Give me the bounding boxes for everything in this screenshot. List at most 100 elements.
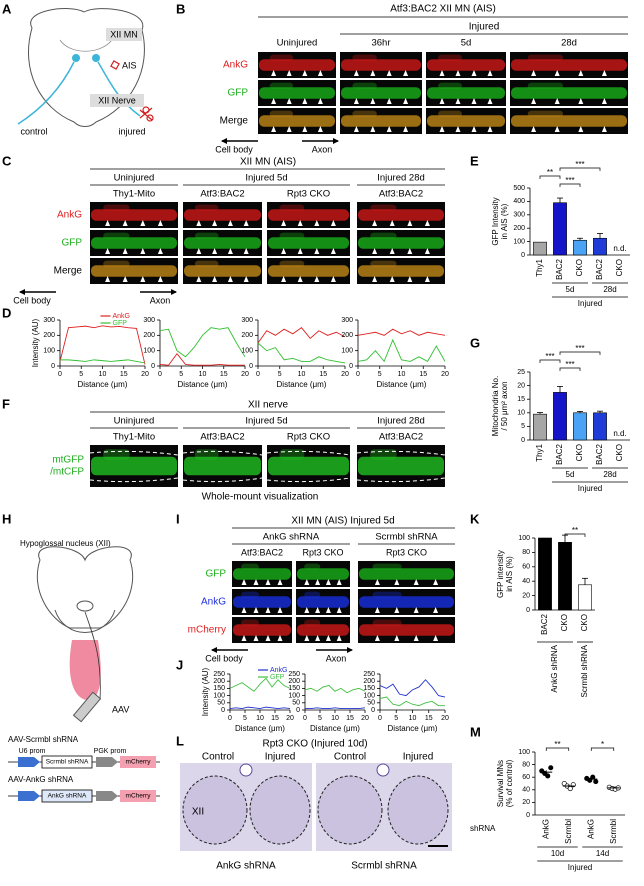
panel-letter: K	[470, 511, 480, 526]
nerve-outline	[356, 450, 446, 483]
legend-label: GFP	[270, 674, 285, 681]
arrowhead	[370, 98, 376, 104]
arrowhead	[297, 220, 303, 226]
arrowhead	[578, 126, 584, 132]
significance-bracket	[559, 183, 581, 187]
significance-bracket	[559, 367, 581, 371]
significance-label: *	[601, 740, 604, 749]
signal	[233, 596, 291, 608]
label: mCherry	[126, 793, 152, 800]
arrowhead	[389, 220, 395, 226]
group-label: AnkG shRNA	[550, 644, 559, 692]
arrowhead	[157, 276, 163, 282]
label: Rpt3 CKO (Injured 10d)	[262, 739, 367, 750]
x-tick-label: 20	[341, 371, 349, 378]
arrowhead	[315, 607, 321, 613]
label: Rpt3 CKO	[386, 547, 427, 557]
arrowhead	[304, 607, 310, 613]
y-tick-label: 300	[43, 317, 55, 324]
y-tick-label: 0	[521, 252, 525, 259]
panel-h-schematic: Hypoglossal nucleus (XII) AAV AAV-Scrmbl…	[8, 539, 160, 803]
arrowhead	[370, 126, 376, 132]
group-label: 5d	[566, 285, 575, 294]
arrowhead	[413, 635, 419, 641]
y-axis-label: GFP intensity	[496, 550, 505, 598]
x-tick-label: 5	[179, 371, 183, 378]
y-tick-label: 25	[517, 369, 525, 376]
label-box	[90, 94, 144, 107]
group-label: 28d	[603, 470, 616, 479]
x-tick-label: CKO	[615, 444, 624, 461]
signal	[372, 563, 402, 571]
arrowhead	[471, 70, 477, 76]
super-label: Injured	[578, 299, 602, 308]
x-tick-label: 5	[318, 715, 322, 722]
arrowhead	[407, 276, 413, 282]
label: PGK prom	[94, 748, 127, 755]
signal	[91, 265, 177, 277]
signal	[103, 260, 130, 268]
label: Scrmbl shRNA	[46, 759, 89, 766]
arrowhead	[394, 607, 400, 613]
y-tick-label: 0	[526, 607, 530, 614]
x-tick-label: 0	[303, 715, 307, 722]
x-tick-label: 15	[220, 371, 228, 378]
signal	[304, 563, 321, 571]
y-tick-label: 10	[517, 410, 525, 417]
arrowhead	[317, 70, 323, 76]
data-point	[545, 773, 551, 779]
arrowhead	[317, 126, 323, 132]
row-label: AnkG	[57, 210, 82, 221]
y-tick-label: 0	[371, 707, 375, 714]
arrowhead	[105, 248, 111, 254]
nerve	[84, 611, 101, 701]
y-tick-label: 250	[213, 671, 225, 678]
y-tick-label: 300	[513, 212, 525, 219]
arrowhead	[297, 248, 303, 254]
y-tick-label: 100	[363, 692, 375, 699]
label: Injured	[469, 22, 500, 33]
brain-outline	[54, 609, 116, 633]
arrowhead	[471, 126, 477, 132]
bar	[533, 413, 547, 441]
y-tick-label: 40	[522, 578, 530, 585]
significance-bracket	[559, 351, 601, 355]
y-tick-label: 15	[517, 396, 525, 403]
y-tick-label: 150	[363, 685, 375, 692]
y-tick-label: 60	[522, 564, 530, 571]
significance-bracket	[539, 359, 561, 363]
super-label: Injured	[568, 863, 592, 872]
panel-letter: B	[176, 1, 185, 16]
arrowhead	[531, 70, 537, 76]
x-tick-label: 0	[158, 371, 162, 378]
x-tick-label: 10	[398, 371, 406, 378]
x-tick-label: 20	[141, 371, 149, 378]
arrowhead	[277, 607, 283, 613]
label: XII MN (AIS)	[240, 157, 296, 168]
arrowhead	[317, 98, 323, 104]
brain-outline	[28, 8, 145, 127]
arrowhead	[227, 220, 233, 226]
y-tick-label: 100	[518, 749, 530, 756]
arrowhead	[314, 220, 320, 226]
label: Cell body	[205, 653, 243, 663]
y-tick-label: 100	[513, 238, 525, 245]
panel-letter: L	[176, 733, 184, 748]
label: AnkG shRNA	[216, 861, 276, 872]
y-tick-label: 0	[249, 363, 253, 370]
x-tick-label: 10	[99, 371, 107, 378]
trace	[60, 359, 146, 364]
y-tick-label: 200	[43, 332, 55, 339]
trace	[159, 352, 245, 366]
x-tick-label: 15	[271, 715, 279, 722]
arrowhead	[253, 635, 259, 641]
label: AnkG shRNA	[263, 532, 320, 543]
signal	[304, 591, 321, 599]
x-tick-label: BAC2	[540, 613, 549, 634]
arrowhead	[330, 220, 336, 226]
label: Injured 28d	[377, 173, 425, 184]
trace	[357, 328, 446, 336]
bar	[593, 237, 607, 256]
label: Rpt3 CKO	[302, 547, 343, 557]
arrowhead	[314, 276, 320, 282]
